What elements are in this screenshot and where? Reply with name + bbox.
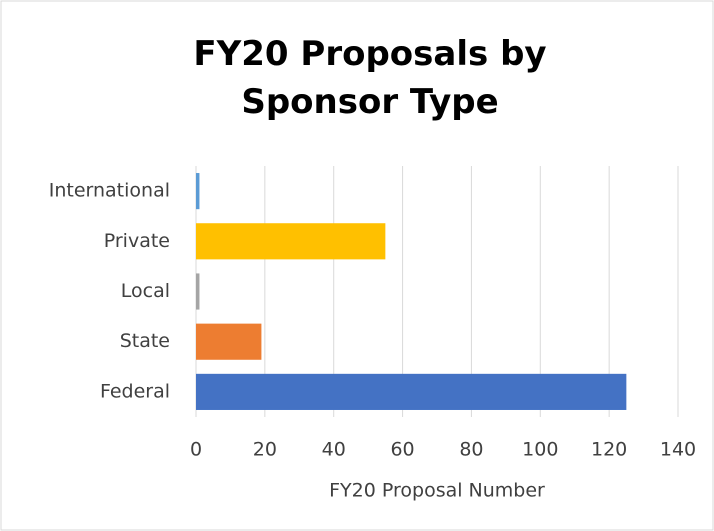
chart-title: FY20 Proposals by Sponsor Type xyxy=(193,34,547,122)
y-tick-label: Federal xyxy=(100,380,170,402)
x-tick-label: 80 xyxy=(459,439,483,461)
y-tick-label: Private xyxy=(104,230,170,252)
x-tick-label: 0 xyxy=(190,439,202,461)
y-tick-label: State xyxy=(120,330,170,352)
x-tick-label: 20 xyxy=(253,439,277,461)
bar xyxy=(196,373,627,410)
x-tick-label: 140 xyxy=(660,439,696,461)
x-tick-label: 100 xyxy=(522,439,558,461)
bar xyxy=(196,323,262,360)
bar xyxy=(196,223,386,260)
y-tick-label: International xyxy=(49,180,170,202)
x-tick-label: 60 xyxy=(390,439,414,461)
bar xyxy=(196,273,200,310)
y-tick-label: Local xyxy=(121,280,170,302)
x-tick-label: 40 xyxy=(322,439,346,461)
x-tick-label: 120 xyxy=(591,439,627,461)
bar xyxy=(196,173,200,210)
x-axis-label: FY20 Proposal Number xyxy=(329,480,545,502)
